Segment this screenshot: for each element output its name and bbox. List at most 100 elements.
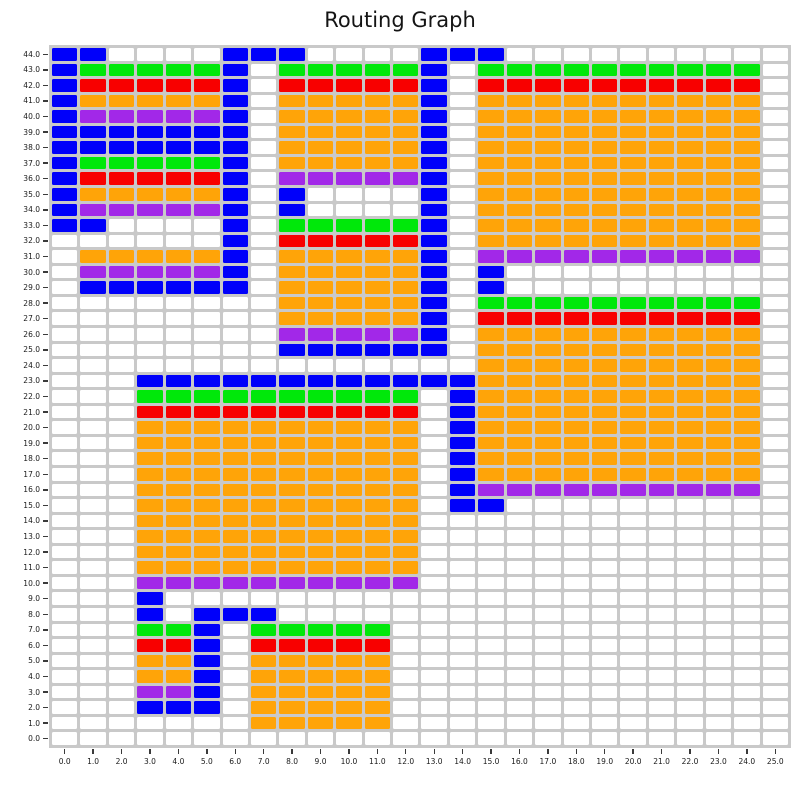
grid-cell-empty	[648, 639, 675, 652]
grid-cell-empty	[250, 250, 277, 263]
grid-cell-filled	[250, 436, 277, 450]
grid-cell-empty	[80, 436, 106, 450]
grid-cell-filled	[620, 359, 646, 372]
grid-cell-filled	[80, 125, 106, 139]
grid-cell-filled	[393, 172, 419, 185]
grid-cell-filled	[620, 312, 646, 325]
grid-cell-empty	[250, 63, 277, 77]
grid-cell-empty	[592, 592, 618, 605]
grid-cell-empty	[677, 732, 703, 745]
grid-cell-filled	[80, 79, 106, 92]
grid-cell-filled	[336, 545, 362, 559]
grid-cell-empty	[222, 592, 248, 605]
grid-cell-filled	[250, 685, 277, 699]
x-tick-label: 20.0	[624, 757, 642, 766]
grid-cell-filled	[592, 94, 618, 108]
grid-cell-filled	[677, 234, 703, 248]
grid-cell-empty	[108, 607, 135, 621]
grid-cell-filled	[648, 405, 675, 419]
grid-cell-filled	[279, 576, 305, 590]
y-tick-mark	[43, 53, 48, 55]
grid-cell-empty	[421, 654, 447, 668]
grid-cell-filled	[535, 219, 561, 232]
grid-cell-filled	[222, 203, 248, 217]
grid-cell-filled	[705, 94, 732, 108]
grid-cell-filled	[222, 514, 248, 528]
y-tick-label: 8.0	[28, 609, 40, 619]
grid-cell-filled	[421, 265, 447, 279]
grid-cell-filled	[279, 63, 305, 77]
grid-cell-empty	[80, 607, 106, 621]
grid-cell-filled	[137, 654, 163, 668]
grid-cell-filled	[80, 48, 106, 61]
grid-cell-filled	[137, 156, 163, 170]
grid-cell-empty	[80, 576, 106, 590]
grid-cell-empty	[52, 250, 78, 263]
grid-cell-filled	[506, 343, 533, 357]
y-tick-label: 31.0	[23, 252, 40, 261]
grid-cell-filled	[364, 639, 391, 652]
x-tick-label: 1.0	[87, 757, 100, 766]
grid-cell-filled	[250, 716, 277, 730]
grid-cell-empty	[108, 499, 135, 512]
grid-cell-filled	[307, 623, 334, 637]
grid-cell-filled	[563, 110, 590, 123]
grid-cell-filled	[165, 390, 192, 403]
grid-cell-empty	[52, 327, 78, 341]
grid-cell-filled	[563, 156, 590, 170]
grid-cell-empty	[506, 48, 533, 61]
grid-cell-filled	[506, 467, 533, 481]
grid-cell-filled	[194, 390, 220, 403]
grid-cell-empty	[393, 701, 419, 714]
grid-cell-empty	[449, 234, 476, 248]
grid-cell-empty	[506, 654, 533, 668]
grid-cell-empty	[762, 327, 788, 341]
grid-cell-empty	[421, 499, 447, 512]
grid-cell-filled	[421, 327, 447, 341]
grid-cell-filled	[336, 141, 362, 154]
grid-cell-filled	[194, 576, 220, 590]
grid-cell-empty	[449, 343, 476, 357]
grid-cell-filled	[364, 670, 391, 683]
grid-cell-filled	[336, 716, 362, 730]
grid-cell-filled	[137, 467, 163, 481]
grid-cell-filled	[222, 483, 248, 497]
grid-cell-filled	[734, 421, 760, 434]
x-tick-label: 11.0	[369, 757, 386, 766]
x-tick-mark	[604, 749, 606, 754]
grid-cell-filled	[677, 359, 703, 372]
grid-cell-empty	[137, 716, 163, 730]
grid-cell-filled	[80, 203, 106, 217]
grid-cell-empty	[250, 343, 277, 357]
grid-cell-empty	[52, 623, 78, 637]
grid-cell-filled	[563, 219, 590, 232]
grid-cell-empty	[52, 701, 78, 714]
grid-cell-empty	[421, 483, 447, 497]
grid-cell-filled	[620, 219, 646, 232]
grid-cell-filled	[250, 514, 277, 528]
grid-cell-filled	[52, 187, 78, 201]
grid-cell-filled	[307, 156, 334, 170]
grid-cell-filled	[336, 156, 362, 170]
grid-cell-filled	[506, 327, 533, 341]
grid-cell-filled	[279, 250, 305, 263]
grid-cell-empty	[592, 514, 618, 528]
grid-cell-filled	[165, 654, 192, 668]
grid-cell-filled	[648, 156, 675, 170]
grid-cell-filled	[705, 219, 732, 232]
grid-cell-filled	[648, 63, 675, 77]
grid-cell-filled	[222, 374, 248, 388]
grid-cell-empty	[762, 390, 788, 403]
grid-cell-filled	[734, 63, 760, 77]
grid-cell-empty	[108, 467, 135, 481]
grid-cell-filled	[279, 296, 305, 310]
grid-cell-filled	[535, 436, 561, 450]
x-tick-mark	[660, 749, 663, 754]
grid-cell-filled	[137, 110, 163, 123]
grid-cell-filled	[307, 265, 334, 279]
grid-cell-filled	[194, 607, 220, 621]
grid-cell-filled	[393, 281, 419, 294]
grid-cell-empty	[648, 670, 675, 683]
grid-cell-empty	[762, 203, 788, 217]
grid-cell-empty	[762, 343, 788, 357]
